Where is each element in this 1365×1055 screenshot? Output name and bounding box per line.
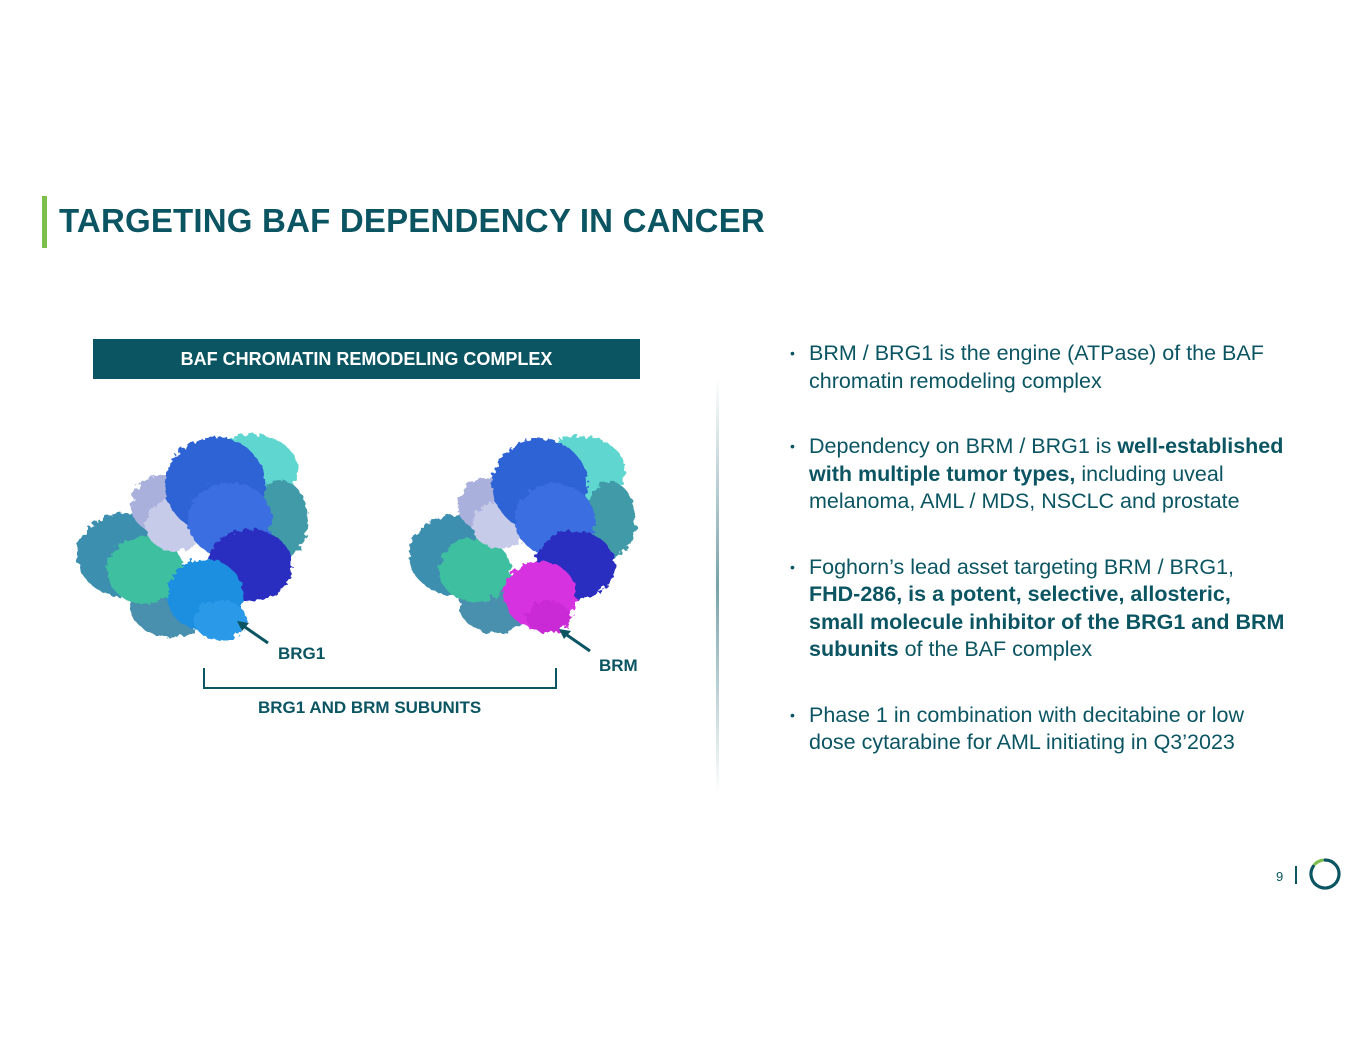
bullet-item: • Foghorn’s lead asset targeting BRM / BR… [790, 554, 1290, 664]
bullet-list: • BRM / BRG1 is the engine (ATPase) of th… [790, 340, 1290, 795]
figure-header: BAF CHROMATIN REMODELING COMPLEX [93, 339, 640, 379]
bullet-text-bold: FHD-286, is a potent, selective, alloste… [809, 582, 1285, 661]
bullet-item: • Phase 1 in combination with decitabine … [790, 702, 1290, 757]
bullet-text: Foghorn’s lead asset targeting BRM / BRG… [809, 554, 1235, 579]
protein-structure-brg1 [77, 434, 308, 640]
bullet-dot-icon: • [790, 438, 795, 454]
bullet-dot-icon: • [790, 345, 795, 361]
title-accent-bar [42, 196, 47, 248]
page-number: 9 [1276, 869, 1284, 884]
brg1-arrow-icon [237, 621, 269, 645]
bullet-text: including uveal melanoma, AML / MDS, NSC… [809, 461, 1240, 514]
vertical-divider [716, 378, 719, 793]
subunits-bracket [203, 668, 557, 689]
bullet-item: • Dependency on BRM / BRG1 is well-establ… [790, 433, 1290, 516]
bullet-text-bold: well-established with multiple tumor typ… [809, 434, 1284, 486]
bullet-dot-icon: • [790, 558, 795, 575]
bullet-item: • BRM / BRG1 is the engine (ATPase) of th… [790, 340, 1290, 395]
bullet-text: BRM / BRG1 is the engine (ATPase) of the… [809, 341, 1264, 393]
slide-title: TARGETING BAF DEPENDENCY IN CANCER [59, 202, 765, 239]
protein-structure-brm [409, 436, 636, 633]
bullet-text: of the BAF complex [898, 637, 1093, 661]
brm-label: BRM [599, 656, 638, 675]
bullet-text: Dependency on BRM / BRG1 is [809, 434, 1118, 458]
logo-ring-icon [1309, 858, 1341, 890]
brm-arrow-icon [559, 629, 591, 653]
bullet-text: Phase 1 in combination with decitabine o… [809, 702, 1245, 755]
page-separator [1295, 866, 1297, 884]
bracket-label: BRG1 AND BRM SUBUNITS [258, 698, 482, 717]
brg1-label: BRG1 [278, 644, 326, 663]
bullet-dot-icon: • [790, 706, 795, 723]
